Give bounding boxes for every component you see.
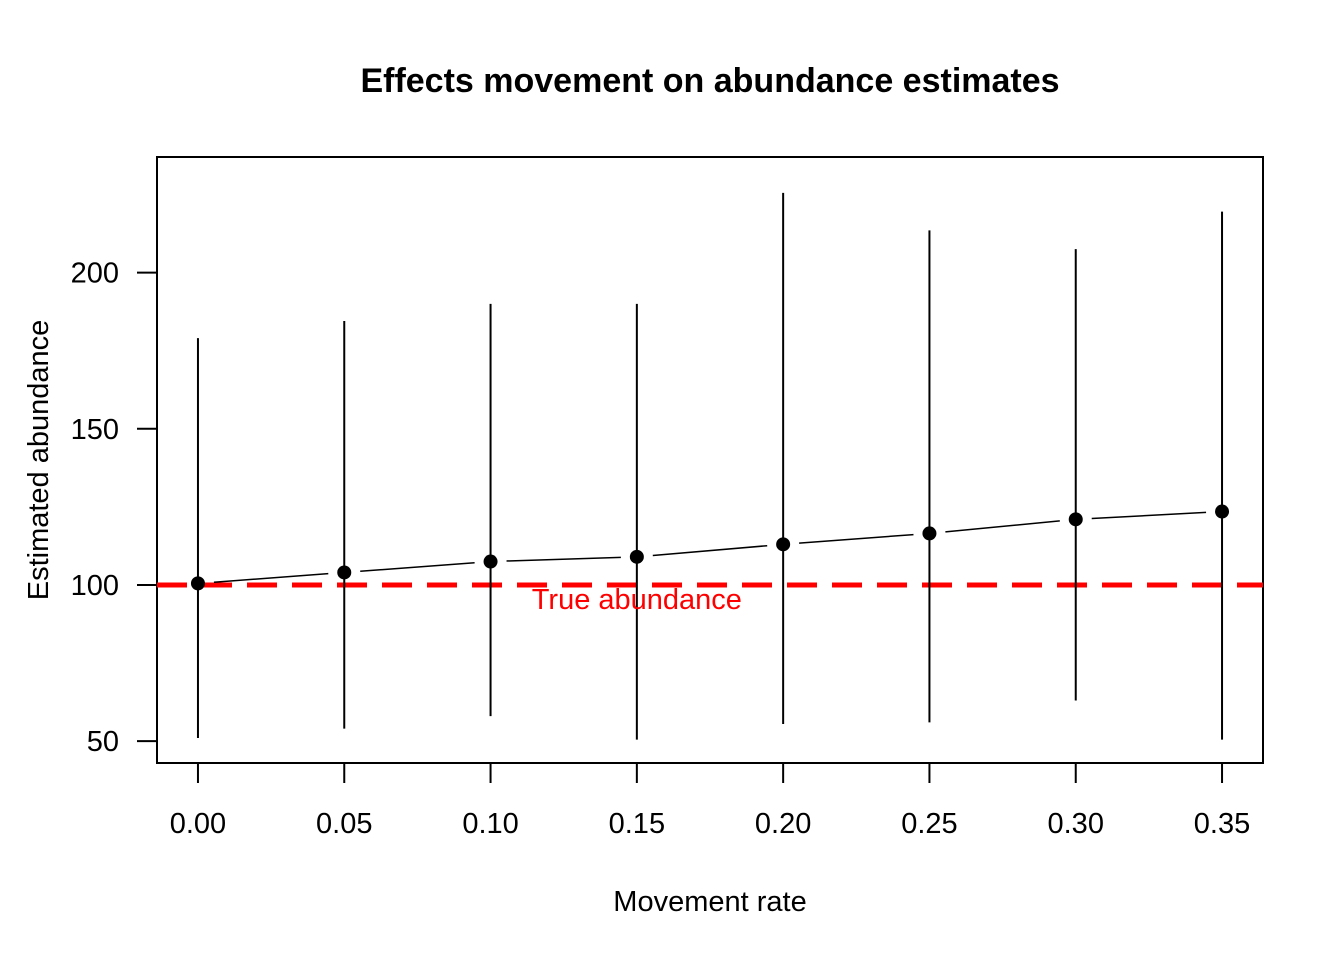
data-point	[1215, 504, 1230, 519]
data-point	[1068, 512, 1083, 527]
trend-segment	[945, 520, 1060, 533]
y-tick-label: 100	[71, 570, 119, 602]
trend-segment	[799, 533, 914, 544]
y-tick-label: 50	[87, 726, 119, 758]
x-axis-label: Movement rate	[613, 886, 806, 918]
point-layer	[190, 504, 1230, 591]
y-axis-label: Estimated abundance	[23, 320, 55, 601]
data-point	[483, 554, 498, 569]
y-tick-label: 200	[71, 258, 119, 290]
chart-title: Effects movement on abundance estimates	[360, 62, 1059, 100]
plot-frame	[156, 156, 1264, 764]
trend-line-layer	[213, 511, 1207, 583]
trend-segment	[360, 561, 475, 573]
x-tick-label: 0.10	[462, 808, 518, 840]
x-tick-label: 0.25	[901, 808, 957, 840]
trend-segment	[213, 572, 329, 583]
error-bar-layer	[196, 192, 1224, 740]
x-tick-label: 0.00	[170, 808, 226, 840]
data-point	[629, 549, 644, 564]
data-point	[337, 565, 352, 580]
true-abundance-label: True abundance	[532, 584, 742, 616]
data-point	[922, 526, 937, 541]
data-point	[190, 576, 205, 591]
trend-segment	[506, 556, 621, 562]
x-axis: 0.00 0.05 0.10 0.15 0.20 0.25 0.30 0.35	[170, 762, 1250, 840]
data-point	[776, 537, 791, 552]
x-tick-label: 0.20	[755, 808, 811, 840]
x-tick-label: 0.15	[609, 808, 665, 840]
trend-segment	[1091, 511, 1207, 520]
trend-segment	[652, 544, 768, 557]
y-axis: 50 100 150 200	[71, 258, 158, 758]
x-tick-label: 0.35	[1194, 808, 1250, 840]
y-tick-label: 150	[71, 414, 119, 446]
x-tick-label: 0.05	[316, 808, 372, 840]
x-tick-label: 0.30	[1048, 808, 1104, 840]
